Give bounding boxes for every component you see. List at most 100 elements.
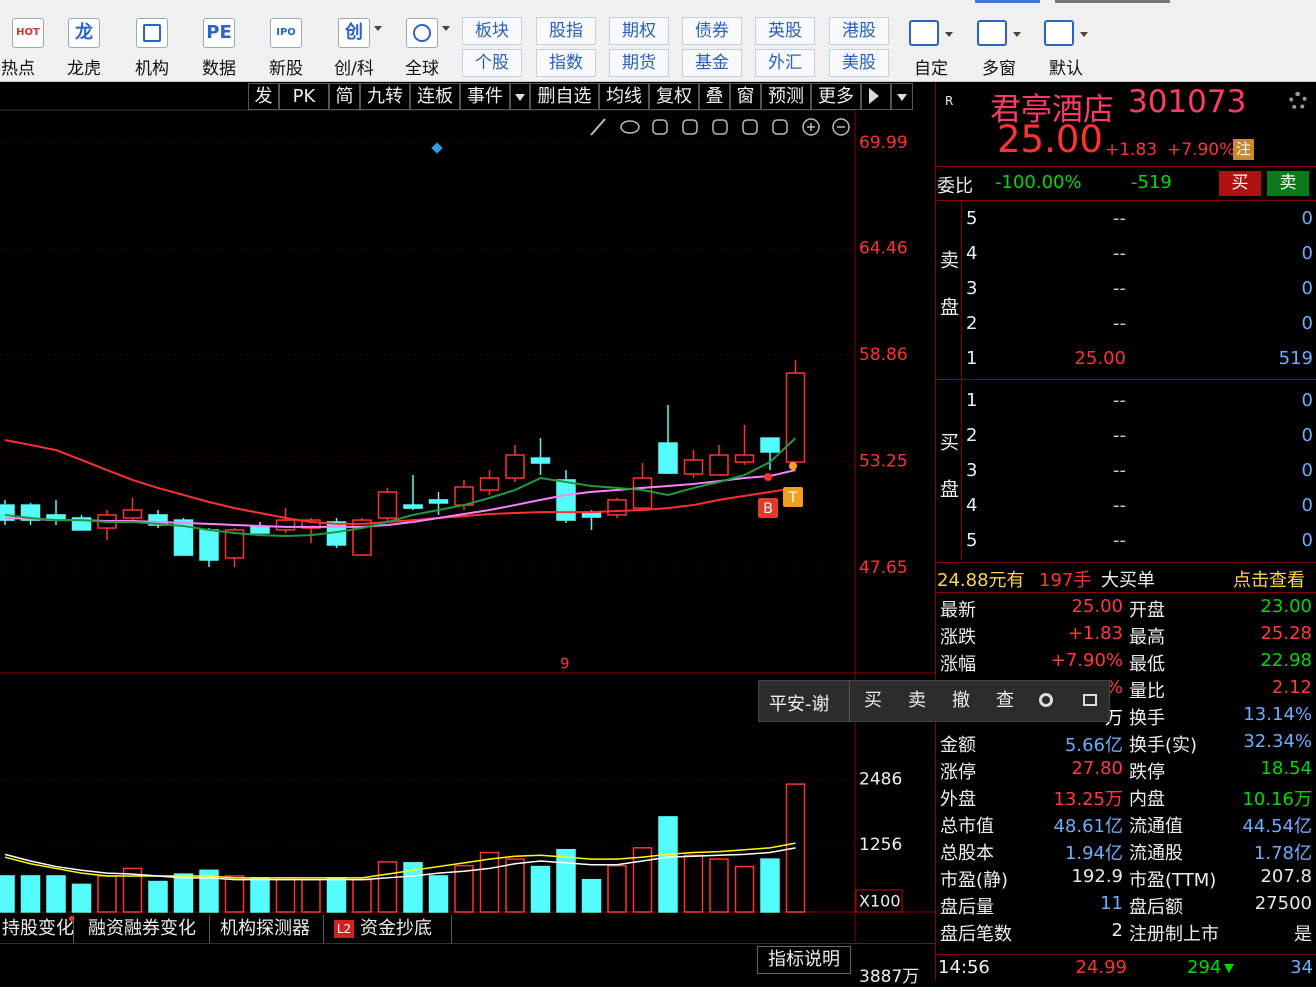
draw-tool[interactable] <box>802 118 820 136</box>
draw-tool[interactable] <box>590 118 606 136</box>
market-button[interactable]: 基金 <box>682 49 742 77</box>
candle-body <box>250 526 270 534</box>
dropdown-arrow <box>897 94 907 101</box>
draw-tool[interactable] <box>832 118 850 136</box>
chart-tool[interactable]: 发 <box>248 83 279 110</box>
market-button[interactable]: 外汇 <box>755 49 815 77</box>
market-button[interactable]: 个股 <box>462 49 522 77</box>
chart-tool[interactable]: PK <box>279 83 329 110</box>
indicator-button[interactable]: 指标说明 <box>757 946 851 974</box>
unit-box <box>855 889 903 913</box>
candle-body <box>734 454 755 463</box>
stat-label: 外盘 <box>940 789 976 810</box>
sell-button[interactable]: 卖 <box>1267 171 1309 196</box>
volume-bar <box>173 873 194 913</box>
market-button[interactable]: 板块 <box>462 17 522 45</box>
stat-value: 44.54亿 <box>1242 816 1312 837</box>
chart-tool[interactable]: 简 <box>329 83 360 110</box>
chart-tool[interactable]: 更多 <box>811 83 861 110</box>
dropdown[interactable] <box>891 83 913 110</box>
tab[interactable]: L2 资金抄底 <box>326 915 452 943</box>
collapse[interactable] <box>861 83 891 110</box>
account[interactable]: 平安-谢 <box>769 694 830 715</box>
toolbar-button[interactable]: 全球 <box>394 14 450 80</box>
draw-tool[interactable] <box>712 119 728 135</box>
divider <box>936 166 1316 167</box>
candle-body <box>122 509 143 519</box>
stat-label: 注册制上市 <box>1129 924 1219 945</box>
ratio-label: 委比 <box>937 176 973 197</box>
book-volume: 0 <box>1301 243 1313 264</box>
toolbar-button[interactable]: 自定 <box>905 14 963 80</box>
tab[interactable]: 持股变化 <box>0 915 74 943</box>
trade-button[interactable]: 撤 <box>952 690 970 711</box>
market-button[interactable]: 美股 <box>829 49 889 77</box>
market-button[interactable]: 港股 <box>829 17 889 45</box>
candle-body <box>760 437 780 453</box>
market-button[interactable]: 股指 <box>536 17 596 45</box>
toolbar-button[interactable]: 多窗 <box>973 14 1031 80</box>
tab[interactable]: 融资融券变化 <box>80 915 210 943</box>
draw-tool[interactable] <box>742 119 758 135</box>
stat-label: 涨停 <box>940 762 976 783</box>
toolbar-button[interactable]: 龙龙虎 <box>56 14 112 80</box>
trade-button[interactable]: 查 <box>996 690 1014 711</box>
market-button[interactable]: 期权 <box>609 17 669 45</box>
stat-label: 换手 <box>1129 708 1165 729</box>
ma-line <box>4 469 796 528</box>
trade-button[interactable]: 卖 <box>908 690 926 711</box>
tool-glyph <box>620 120 640 134</box>
toolbar-button[interactable]: HOT 热点 <box>0 14 56 80</box>
tick-price: 24.99 <box>1075 957 1127 978</box>
chart-tool[interactable]: 九转 <box>360 83 410 110</box>
volume-bar <box>377 861 398 913</box>
candle-body <box>224 529 245 559</box>
volume-bar <box>352 878 372 913</box>
level: 3 <box>966 278 978 299</box>
market-button[interactable]: 期货 <box>609 49 669 77</box>
stat-value: 5.66亿 <box>1064 735 1123 756</box>
buy-button[interactable]: 买 <box>1219 171 1261 196</box>
toolbar-button[interactable]: 机构 <box>124 14 180 80</box>
toolbar-button[interactable]: PE 数据 <box>191 14 247 80</box>
market-button[interactable]: 债券 <box>682 17 742 45</box>
price-dot <box>764 473 772 481</box>
chart-tool[interactable]: 删自选 <box>530 83 599 110</box>
toolbar-label: 多窗 <box>982 59 1016 79</box>
title-strip <box>975 0 1040 3</box>
book-price: -- <box>1113 530 1126 551</box>
draw-tool[interactable] <box>772 119 788 135</box>
tool-glyph <box>682 119 698 135</box>
chart-tool[interactable]: 复权 <box>649 83 699 110</box>
draw-tool[interactable] <box>620 120 640 134</box>
trade-button[interactable]: 买 <box>864 690 882 711</box>
chart-tool[interactable]: 叠 <box>699 83 730 110</box>
chart-tool[interactable]: 事件 <box>460 83 510 110</box>
tab[interactable]: 机构探测器 <box>212 915 324 943</box>
settings[interactable] <box>1289 92 1307 110</box>
draw-tool[interactable] <box>652 119 668 135</box>
dropdown[interactable] <box>510 83 530 110</box>
candle-body <box>403 504 423 509</box>
restore[interactable] <box>1083 694 1097 706</box>
toolbar-button[interactable]: IPO 新股 <box>258 14 314 80</box>
toolbar-button[interactable]: 默认 <box>1040 14 1098 80</box>
dropdown-arrow <box>374 26 382 31</box>
draw-tool[interactable] <box>682 119 698 135</box>
stat-label: 流通股 <box>1129 843 1183 864</box>
chart-tool[interactable]: 窗 <box>730 83 761 110</box>
tab-strip-line <box>0 943 935 944</box>
market-button[interactable]: 指数 <box>536 49 596 77</box>
book-price: -- <box>1113 278 1126 299</box>
candle-body <box>173 519 194 556</box>
chart-tool[interactable]: 连板 <box>410 83 460 110</box>
market-button[interactable]: 英股 <box>755 17 815 45</box>
stat-label: 总股本 <box>940 843 994 864</box>
chart-tool[interactable]: 均线 <box>599 83 649 110</box>
toolbar-button[interactable]: 创创/科 <box>326 14 382 80</box>
book-volume: 0 <box>1301 495 1313 516</box>
big-order-link[interactable]: 点击查看 <box>1233 570 1305 591</box>
dropdown-arrow <box>1080 32 1088 37</box>
settings[interactable] <box>1039 693 1053 707</box>
chart-tool[interactable]: 预测 <box>761 83 811 110</box>
